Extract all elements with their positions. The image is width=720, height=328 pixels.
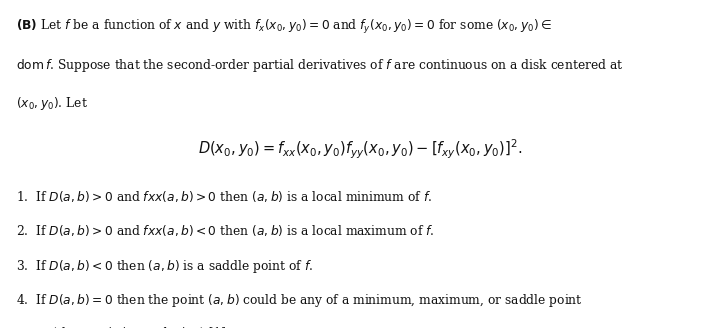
Text: $\mathbf{(B)}$ Let $f$ be a function of $x$ and $y$ with $f_x(x_0, y_0) = 0$ and: $\mathbf{(B)}$ Let $f$ be a function of … <box>16 18 552 36</box>
Text: (the test is inconclusive) [1].: (the test is inconclusive) [1]. <box>52 327 230 328</box>
Text: $\mathrm{dom}\,f$. Suppose that the second-order partial derivatives of $f$ are : $\mathrm{dom}\,f$. Suppose that the seco… <box>16 57 623 74</box>
Text: $(x_0, y_0)$. Let: $(x_0, y_0)$. Let <box>16 95 88 113</box>
Text: 3.  If $D(a, b) < 0$ then $(a, b)$ is a saddle point of $f$.: 3. If $D(a, b) < 0$ then $(a, b)$ is a s… <box>16 258 313 275</box>
Text: $D(x_0, y_0) = f_{xx}(x_0, y_0)f_{yy}(x_0, y_0) - \left[f_{xy}(x_0, y_0)\right]^: $D(x_0, y_0) = f_{xx}(x_0, y_0)f_{yy}(x_… <box>198 138 522 161</box>
Text: 1.  If $D(a, b) > 0$ and $fxx(a, b) > 0$ then $(a, b)$ is a local minimum of $f$: 1. If $D(a, b) > 0$ and $fxx(a, b) > 0$ … <box>16 189 432 204</box>
Text: 4.  If $D(a, b) = 0$ then the point $(a, b)$ could be any of a minimum, maximum,: 4. If $D(a, b) = 0$ then the point $(a, … <box>16 292 582 309</box>
Text: 2.  If $D(a, b) > 0$ and $fxx(a, b) < 0$ then $(a, b)$ is a local maximum of $f$: 2. If $D(a, b) > 0$ and $fxx(a, b) < 0$ … <box>16 223 434 238</box>
